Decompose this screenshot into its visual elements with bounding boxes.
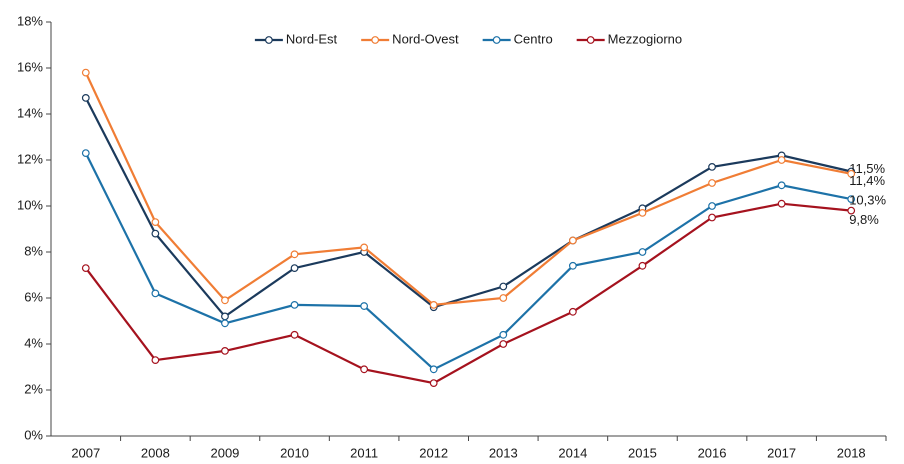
data-point (638, 208, 647, 217)
data-point (568, 261, 577, 270)
data-point (499, 340, 508, 348)
data-label: 11,4% (849, 173, 885, 188)
data-label: 11,5% (849, 161, 885, 176)
data-point (429, 301, 438, 309)
data-label: 9,8% (849, 212, 879, 227)
x-tick-label: 2007 (71, 445, 100, 460)
y-tick-label: 2% (24, 381, 43, 396)
y-tick-label: 6% (24, 289, 43, 304)
data-point (81, 149, 90, 158)
x-tick-label: 2010 (280, 445, 309, 460)
x-tick-label: 2012 (419, 445, 448, 460)
legend-marker (492, 36, 501, 44)
legend-label: Mezzogiorno (608, 31, 682, 46)
data-point (360, 243, 369, 252)
x-tick-label: 2015 (628, 445, 657, 460)
data-point (290, 264, 299, 273)
data-point (847, 206, 856, 215)
x-tick-label: 2013 (489, 445, 518, 460)
data-point (290, 250, 299, 259)
data-point (290, 301, 299, 309)
legend-marker (586, 36, 595, 44)
series-line (84, 152, 852, 371)
x-tick-label: 2009 (210, 445, 239, 460)
x-tick-label: 2018 (837, 445, 866, 460)
data-point (221, 347, 229, 355)
data-point (499, 282, 508, 291)
y-tick-label: 12% (17, 151, 43, 166)
y-tick-label: 8% (24, 243, 43, 258)
data-point (429, 365, 438, 374)
data-point (151, 218, 160, 227)
legend-marker (371, 36, 380, 44)
y-tick-label: 14% (17, 105, 43, 120)
data-point (847, 195, 856, 204)
data-point (81, 93, 90, 102)
series-line (84, 202, 852, 385)
data-point (499, 294, 508, 302)
x-tick-label: 2016 (698, 445, 727, 460)
data-point (708, 202, 716, 210)
legend-label: Centro (514, 31, 553, 46)
data-point (151, 229, 160, 238)
data-point (568, 307, 577, 316)
data-label: 10,3% (849, 193, 886, 208)
data-point (360, 365, 369, 374)
data-point (221, 319, 229, 328)
data-point (360, 302, 369, 310)
y-tick-label: 4% (24, 335, 43, 350)
data-point (708, 213, 716, 222)
x-tick-label: 2011 (350, 445, 378, 460)
data-point (638, 248, 647, 256)
data-point (847, 169, 856, 178)
data-point (81, 264, 90, 273)
x-tick-label: 2017 (767, 445, 796, 460)
data-point (221, 312, 229, 321)
data-point (151, 356, 160, 365)
legend-label: Nord-Ovest (392, 31, 459, 46)
legend-marker (264, 36, 273, 44)
data-point (708, 162, 716, 171)
legend: Nord-Est Nord-Ovest Centro Mezzogiorno (254, 31, 682, 46)
series-line (84, 72, 852, 307)
x-tick-label: 2014 (558, 445, 587, 460)
y-tick-label: 10% (17, 197, 43, 212)
data-point (429, 379, 438, 388)
legend-label: Nord-Est (286, 31, 338, 46)
series-line (84, 97, 852, 318)
data-point (708, 179, 716, 187)
data-point (290, 330, 299, 339)
data-point (151, 289, 160, 298)
data-point (81, 68, 90, 77)
data-point (777, 181, 786, 190)
data-point (221, 296, 229, 305)
y-tick-label: 18% (17, 13, 43, 28)
y-tick-label: 0% (24, 427, 43, 442)
data-point (777, 199, 786, 208)
y-tick-label: 16% (17, 59, 43, 74)
data-point (777, 156, 786, 164)
data-point (568, 236, 577, 245)
data-point (499, 330, 508, 339)
data-point (638, 261, 647, 270)
x-tick-label: 2008 (141, 445, 170, 460)
